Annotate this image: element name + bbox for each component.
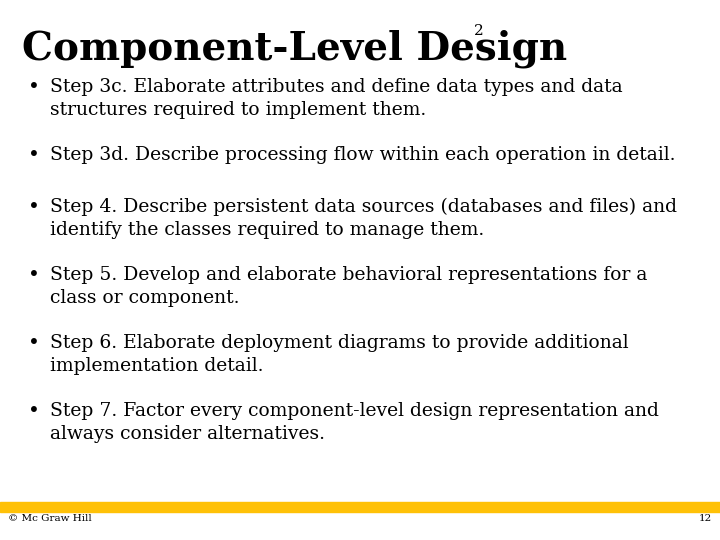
Text: Step 4. Describe persistent data sources (databases and files) and
identify the : Step 4. Describe persistent data sources… [50, 198, 677, 239]
Text: 2: 2 [474, 24, 484, 38]
Text: •: • [28, 402, 40, 421]
Text: Step 3d. Describe processing flow within each operation in detail.: Step 3d. Describe processing flow within… [50, 146, 675, 164]
Text: Step 3c. Elaborate attributes and define data types and data
structures required: Step 3c. Elaborate attributes and define… [50, 78, 623, 119]
Text: •: • [28, 198, 40, 217]
Text: •: • [28, 78, 40, 97]
Text: © Mc Graw Hill: © Mc Graw Hill [8, 514, 91, 523]
Text: Component-Level Design: Component-Level Design [22, 30, 567, 69]
Text: 12: 12 [698, 514, 712, 523]
Text: Step 6. Elaborate deployment diagrams to provide additional
implementation detai: Step 6. Elaborate deployment diagrams to… [50, 334, 629, 375]
Text: •: • [28, 146, 40, 165]
Text: •: • [28, 266, 40, 285]
Text: •: • [28, 334, 40, 353]
Bar [0, 502, 720, 512]
Text: Step 7. Factor every component-level design representation and
always consider a: Step 7. Factor every component-level des… [50, 402, 659, 443]
Text: Step 5. Develop and elaborate behavioral representations for a
class or componen: Step 5. Develop and elaborate behavioral… [50, 266, 647, 307]
